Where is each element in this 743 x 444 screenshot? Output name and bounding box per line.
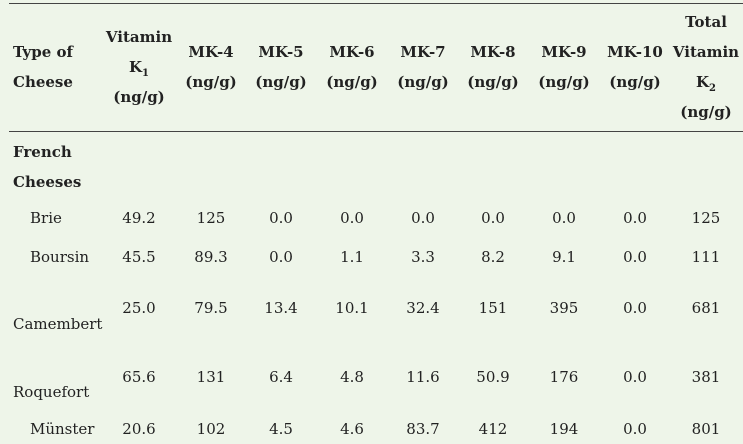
header-cell: MK-6 (ng/g) [319,4,385,130]
header-label: MK-4 (ng/g) [185,43,237,91]
value-cell: 0.0 [623,248,647,266]
value-cell: 3.3 [411,248,435,266]
value-cell: 20.6 [122,420,156,438]
row-name: Münster [30,420,95,438]
top-rule [9,3,743,4]
header-cell: MK-8 (ng/g) [460,4,526,130]
header-text: MK-5 (ng/g) [248,37,314,97]
header-label: Type of Cheese [13,43,73,91]
value-cell: 11.6 [406,368,440,386]
value-cell: 194 [549,420,579,438]
header-subscript: 1 [142,68,150,79]
header-label: MK-8 (ng/g) [467,43,519,91]
value-cell: 681 [691,299,721,317]
value-cell: 25.0 [122,299,156,317]
row-name: Roquefort [13,383,90,401]
value-cell: 0.0 [340,209,364,227]
value-cell: 151 [478,299,508,317]
header-rule [9,131,743,132]
header-cell: Type of Cheese [13,4,98,130]
value-cell: 65.6 [122,368,156,386]
header-subscript: 2 [709,83,716,94]
value-cell: 412 [478,420,508,438]
header-label: MK-10 (ng/g) [607,43,663,91]
value-cell: 4.5 [269,420,293,438]
value-cell: 0.0 [623,368,647,386]
value-cell: 395 [549,299,579,317]
value-cell: 0.0 [411,209,435,227]
header-text: MK-7 (ng/g) [390,37,456,97]
header-text: MK-6 (ng/g) [319,37,385,97]
header-cell: MK-4 (ng/g) [178,4,244,130]
value-cell: 125 [691,209,721,227]
value-cell: 111 [691,248,721,266]
value-cell: 49.2 [122,209,156,227]
value-cell: 79.5 [194,299,228,317]
value-cell: 801 [691,420,721,438]
header-text: MK-8 (ng/g) [460,37,526,97]
header-label: MK-5 (ng/g) [255,43,307,91]
value-cell: 0.0 [623,299,647,317]
header-text: Vitamin K1 (ng/g) [106,22,172,112]
header-cell: MK-5 (ng/g) [248,4,314,130]
header-label: Vitamin K [105,28,173,76]
value-cell: 13.4 [264,299,298,317]
value-cell: 6.4 [269,368,293,386]
value-cell: 125 [196,209,226,227]
section-label: French Cheeses [13,143,82,191]
header-label: MK-7 (ng/g) [397,43,449,91]
value-cell: 176 [549,368,579,386]
header-text: Total Vitamin K2 (ng/g) [670,7,742,127]
value-cell: 8.2 [481,248,505,266]
value-cell: 0.0 [481,209,505,227]
header-cell: MK-7 (ng/g) [390,4,456,130]
value-cell: 45.5 [122,248,156,266]
value-cell: 4.8 [340,368,364,386]
header-text: MK-9 (ng/g) [531,37,597,97]
value-cell: 4.6 [340,420,364,438]
value-cell: 50.9 [476,368,510,386]
header-text: Type of Cheese [13,37,98,97]
value-cell: 10.1 [335,299,369,317]
header-label: Total Vitamin K [672,13,740,91]
value-cell: 381 [691,368,721,386]
value-cell: 131 [196,368,226,386]
header-unit: (ng/g) [113,88,165,106]
header-cell: MK-10 (ng/g) [602,4,668,130]
value-cell: 89.3 [194,248,228,266]
value-cell: 0.0 [552,209,576,227]
value-cell: 102 [196,420,226,438]
header-cell: Vitamin K1 (ng/g) [106,4,172,130]
value-cell: 32.4 [406,299,440,317]
header-text: MK-4 (ng/g) [178,37,244,97]
value-cell: 9.1 [552,248,576,266]
value-cell: 0.0 [623,420,647,438]
row-name: Boursin [30,248,90,266]
value-cell: 0.0 [269,209,293,227]
header-cell: MK-9 (ng/g) [531,4,597,130]
value-cell: 0.0 [623,209,647,227]
row-name: Brie [30,209,62,227]
header-unit: (ng/g) [680,103,732,121]
value-cell: 83.7 [406,420,440,438]
row-name: Camembert [13,315,103,333]
value-cell: 1.1 [340,248,364,266]
header-label: MK-9 (ng/g) [538,43,590,91]
header-text: MK-10 (ng/g) [602,37,668,97]
header-cell: Total Vitamin K2 (ng/g) [670,4,742,130]
header-label: MK-6 (ng/g) [326,43,378,91]
value-cell: 0.0 [269,248,293,266]
